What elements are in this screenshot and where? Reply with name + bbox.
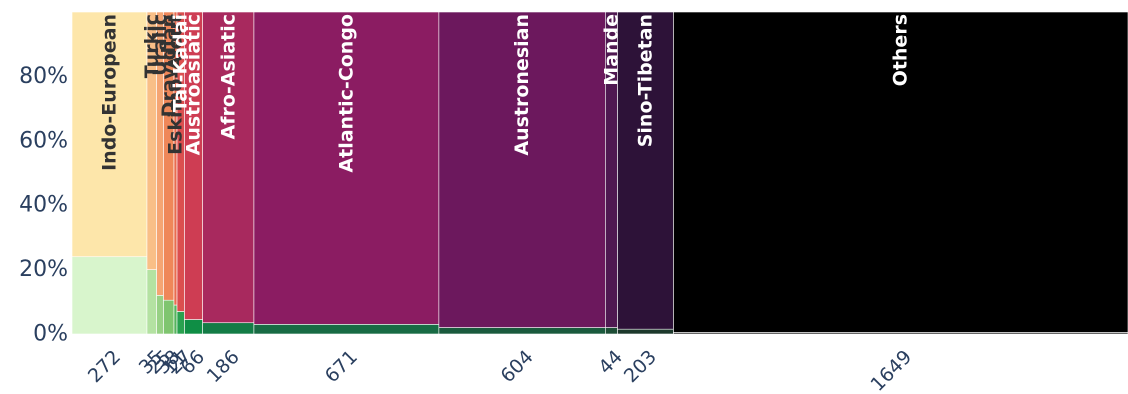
family-labels-group: Indo-European TurkicUralicDravidianEskimo… — [98, 14, 911, 173]
bars-group — [71, 11, 1128, 335]
bar-upper-indo-european — [71, 11, 148, 258]
bar-lower-atlantic-congo — [253, 324, 440, 335]
y-tick-label: 60% — [19, 128, 68, 153]
bar-lower-mande — [605, 327, 618, 335]
family-label-atlantic-congo: Atlantic-Congo — [335, 14, 357, 173]
bar-lower-turkic — [146, 269, 157, 335]
bar-lower-eskimo-aleut — [173, 304, 178, 335]
family-label-tai-kadai: Tai-Kadai — [170, 14, 192, 112]
bar-lower-afro-asiatic — [202, 322, 255, 335]
family-label-afro-asiatic: Afro-Asiatic — [217, 14, 239, 140]
family-label-austronesian: Austronesian — [511, 14, 533, 156]
bar-upper-others — [673, 11, 1128, 333]
bar-upper-austronesian — [438, 11, 606, 328]
family-label-sino-tibetan: Sino-Tibetan — [634, 14, 656, 147]
bar-upper-atlantic-congo — [253, 11, 440, 325]
bar-lower-austroasiatic — [184, 319, 203, 335]
family-label-indo-european: Indo-European — [98, 14, 120, 171]
y-tick-label: 20% — [19, 257, 68, 282]
family-label-others: Others — [890, 14, 912, 86]
family-label-mande: Mande — [600, 14, 622, 86]
y-tick-label: 80% — [19, 64, 68, 89]
bar-upper-sino-tibetan — [617, 11, 674, 330]
bar-lower-sino-tibetan — [617, 328, 674, 335]
bar-lower-indo-european — [71, 256, 148, 335]
y-tick-label: 40% — [19, 193, 68, 218]
bar-lower-uralic — [156, 295, 164, 335]
x-tick-label-indo-european: 272 — [84, 346, 125, 387]
bar-lower-dravidian — [163, 299, 175, 335]
family-label-eskimo-aleut: Eskimo-Aleut — [165, 14, 187, 155]
family-label-turkic: Turkic — [141, 14, 163, 78]
y-tick-label: 0% — [33, 322, 68, 347]
x-tick-label-austronesian: 604 — [496, 346, 537, 387]
y-axis: 0% 20% 40% 60% 80% — [19, 64, 68, 347]
family-label-dravidian: Dravidian — [158, 14, 180, 117]
x-tick-label-afro-asiatic: 186 — [203, 346, 244, 387]
x-tick-label-sino-tibetan: 203 — [620, 346, 661, 387]
bar-lower-austronesian — [438, 327, 606, 335]
bar-upper-afro-asiatic — [202, 11, 255, 324]
x-tick-label-atlantic-congo: 671 — [321, 346, 362, 387]
bar-lower-tai-kadai — [176, 311, 185, 335]
family-label-austroasiatic: Austroasiatic — [183, 14, 205, 155]
family-label-uralic: Uralic — [149, 14, 171, 76]
x-tick-label-others: 1649 — [867, 346, 917, 394]
